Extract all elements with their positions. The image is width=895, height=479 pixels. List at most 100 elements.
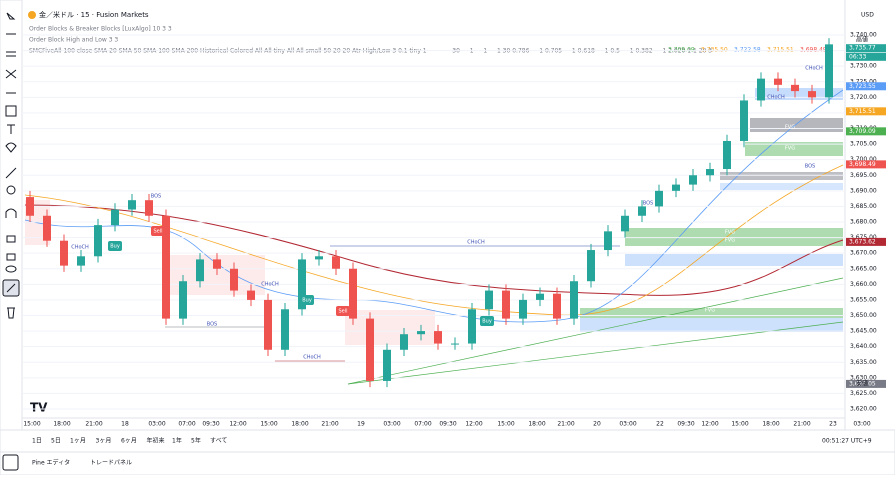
time-label: 03:00 <box>383 421 400 428</box>
annotation: CHoCH <box>71 245 89 251</box>
time-label: 19 <box>357 421 365 428</box>
candle-body <box>468 309 476 344</box>
candle-body <box>366 318 374 381</box>
price-tag <box>846 44 886 53</box>
y-tick-label: 3,690.00 <box>850 187 877 194</box>
time-label: 07:00 <box>414 421 431 428</box>
signal-label: Buy <box>110 244 120 250</box>
annotation: FVG <box>725 238 735 244</box>
panel-tab[interactable]: Pine エディタ <box>32 459 70 467</box>
candle-body <box>196 259 204 282</box>
candle-body <box>570 281 578 319</box>
candle-body <box>264 299 272 350</box>
signal-badge <box>480 316 494 326</box>
time-label: 15:00 <box>260 421 277 428</box>
candle-body <box>791 84 799 92</box>
candle-body <box>808 91 816 98</box>
candle-body <box>587 250 595 282</box>
signal-badge <box>151 226 165 236</box>
range-button[interactable]: 1ヶ月 <box>70 438 86 445</box>
low-label: 安値 <box>856 380 868 388</box>
time-label: 21:00 <box>557 421 574 428</box>
time-label: 12:00 <box>701 421 718 428</box>
range-button[interactable]: 年初来 <box>147 437 165 445</box>
time-label: 12:00 <box>229 421 246 428</box>
y-tick-label: 3,695.00 <box>850 172 877 179</box>
y-tick-label: 3,640.00 <box>850 343 877 350</box>
annotation: BOS <box>643 201 653 207</box>
range-button[interactable]: 5年 <box>191 437 201 445</box>
candle-body <box>519 299 527 319</box>
candle-body <box>655 190 663 207</box>
tool-icons[interactable] <box>2 12 20 319</box>
candle-body <box>298 259 306 310</box>
y-tick-label: 3,635.00 <box>850 359 877 366</box>
candle-body <box>230 268 238 291</box>
candle-body <box>740 100 748 141</box>
candle-body <box>723 140 731 170</box>
time-label: 15:00 <box>497 421 514 428</box>
candle-body <box>60 240 68 266</box>
candle-body <box>213 259 221 269</box>
candle-body <box>128 200 136 210</box>
y-tick-label: 3,705.00 <box>850 141 877 148</box>
annotation: FVG <box>785 146 795 152</box>
signal-badge <box>336 306 350 316</box>
price-tag-label: 3,628.05 <box>849 380 876 387</box>
annotation: CHoCH <box>467 240 485 246</box>
range-button[interactable]: 3ヶ月 <box>96 438 112 445</box>
candle-body <box>689 175 697 185</box>
y-tick-label: 3,740.00 <box>850 32 877 39</box>
time-label: 09:30 <box>677 421 694 428</box>
candle-body <box>145 200 153 216</box>
indicator-value: 3,735.50 <box>701 47 728 54</box>
annotation: CHoCH <box>805 66 823 72</box>
candle-body <box>417 331 425 335</box>
time-label: 21:00 <box>793 421 810 428</box>
candle-body <box>43 215 51 241</box>
annotation: FVG <box>705 308 715 314</box>
candle-body <box>434 331 442 344</box>
time-label: 03:00 <box>619 421 636 428</box>
time-label: 21:00 <box>85 421 102 428</box>
annotation: CHoCH <box>767 95 785 101</box>
y-tick-label: 3,675.00 <box>850 234 877 241</box>
signal-badge <box>300 295 314 305</box>
price-tag-label: 3,709.09 <box>849 128 876 135</box>
annotation: BOS <box>151 194 161 200</box>
price-tag <box>846 379 886 388</box>
y-tick-label: 3,700.00 <box>850 156 877 163</box>
candle-body <box>485 290 493 310</box>
indicator-value: 3,698.49 <box>800 47 827 54</box>
time-label: 20 <box>593 421 601 428</box>
candle-body <box>774 78 782 85</box>
star-button[interactable] <box>2 454 19 471</box>
range-button[interactable]: 5日 <box>51 438 61 445</box>
candle-body <box>604 231 612 251</box>
logo: TV <box>30 401 48 415</box>
y-tick-label: 3,660.00 <box>850 281 877 288</box>
signal-label: Sell <box>338 309 347 315</box>
candle-body <box>111 209 119 226</box>
range-button[interactable]: 1日 <box>32 438 42 445</box>
candle-body <box>162 215 170 319</box>
candle-body <box>638 206 646 216</box>
candle-body <box>247 290 255 300</box>
panel-tab[interactable]: トレードパネル <box>90 460 132 467</box>
candle-body <box>281 309 289 350</box>
annotation: BOS <box>207 322 217 328</box>
range-button[interactable]: 1年 <box>172 437 182 445</box>
time-label: 18:00 <box>762 421 779 428</box>
candle-body <box>349 268 357 319</box>
range-button[interactable]: 6ヶ月 <box>121 438 137 445</box>
range-button[interactable]: すべて <box>210 438 227 445</box>
time-label: 23 <box>829 421 837 428</box>
time-label: 09:30 <box>439 421 456 428</box>
price-tag-label: 06:33 <box>849 53 866 60</box>
candle-body <box>77 256 85 266</box>
time-label: 03:00 <box>148 421 165 428</box>
candle-body <box>757 78 765 101</box>
candle-body <box>94 225 102 257</box>
time-label: 15:00 <box>731 421 748 428</box>
